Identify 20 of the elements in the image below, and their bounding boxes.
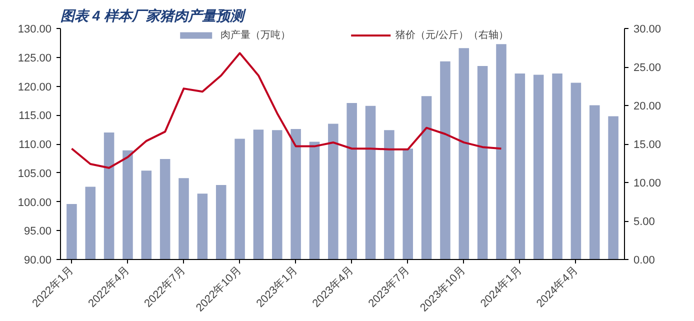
y2-tick-label: 30.00 — [634, 24, 662, 36]
legend-label: 肉产量（万吨） — [220, 28, 291, 42]
y-tick-label: 115.00 — [18, 110, 52, 122]
legend-label: 猪价（元/公斤）（右轴） — [396, 28, 508, 42]
y2-tick-label: 25.00 — [634, 62, 662, 74]
y2-tick-label: 15.00 — [634, 139, 662, 151]
y-tick-label: 90.00 — [24, 254, 52, 266]
y2-tick-label: 20.00 — [634, 100, 662, 112]
y2-tick-label: 0.00 — [634, 254, 655, 266]
line-series — [70, 52, 502, 169]
y-tick-label: 130.00 — [18, 24, 52, 36]
y2-tick-label: 5.00 — [634, 216, 655, 228]
y-tick-label: 95.00 — [24, 226, 52, 238]
y-tick-label: 100.00 — [18, 196, 52, 209]
y-tick-label: 110.00 — [18, 139, 52, 151]
y-tick-label: 105.00 — [18, 168, 52, 180]
y-tick-label: 120.00 — [18, 81, 52, 94]
chart-title: 图表 4 样本厂家猪肉产量预测 — [60, 8, 248, 24]
y2-tick-label: 10.00 — [634, 178, 662, 190]
y-tick-label: 125.00 — [18, 52, 52, 64]
